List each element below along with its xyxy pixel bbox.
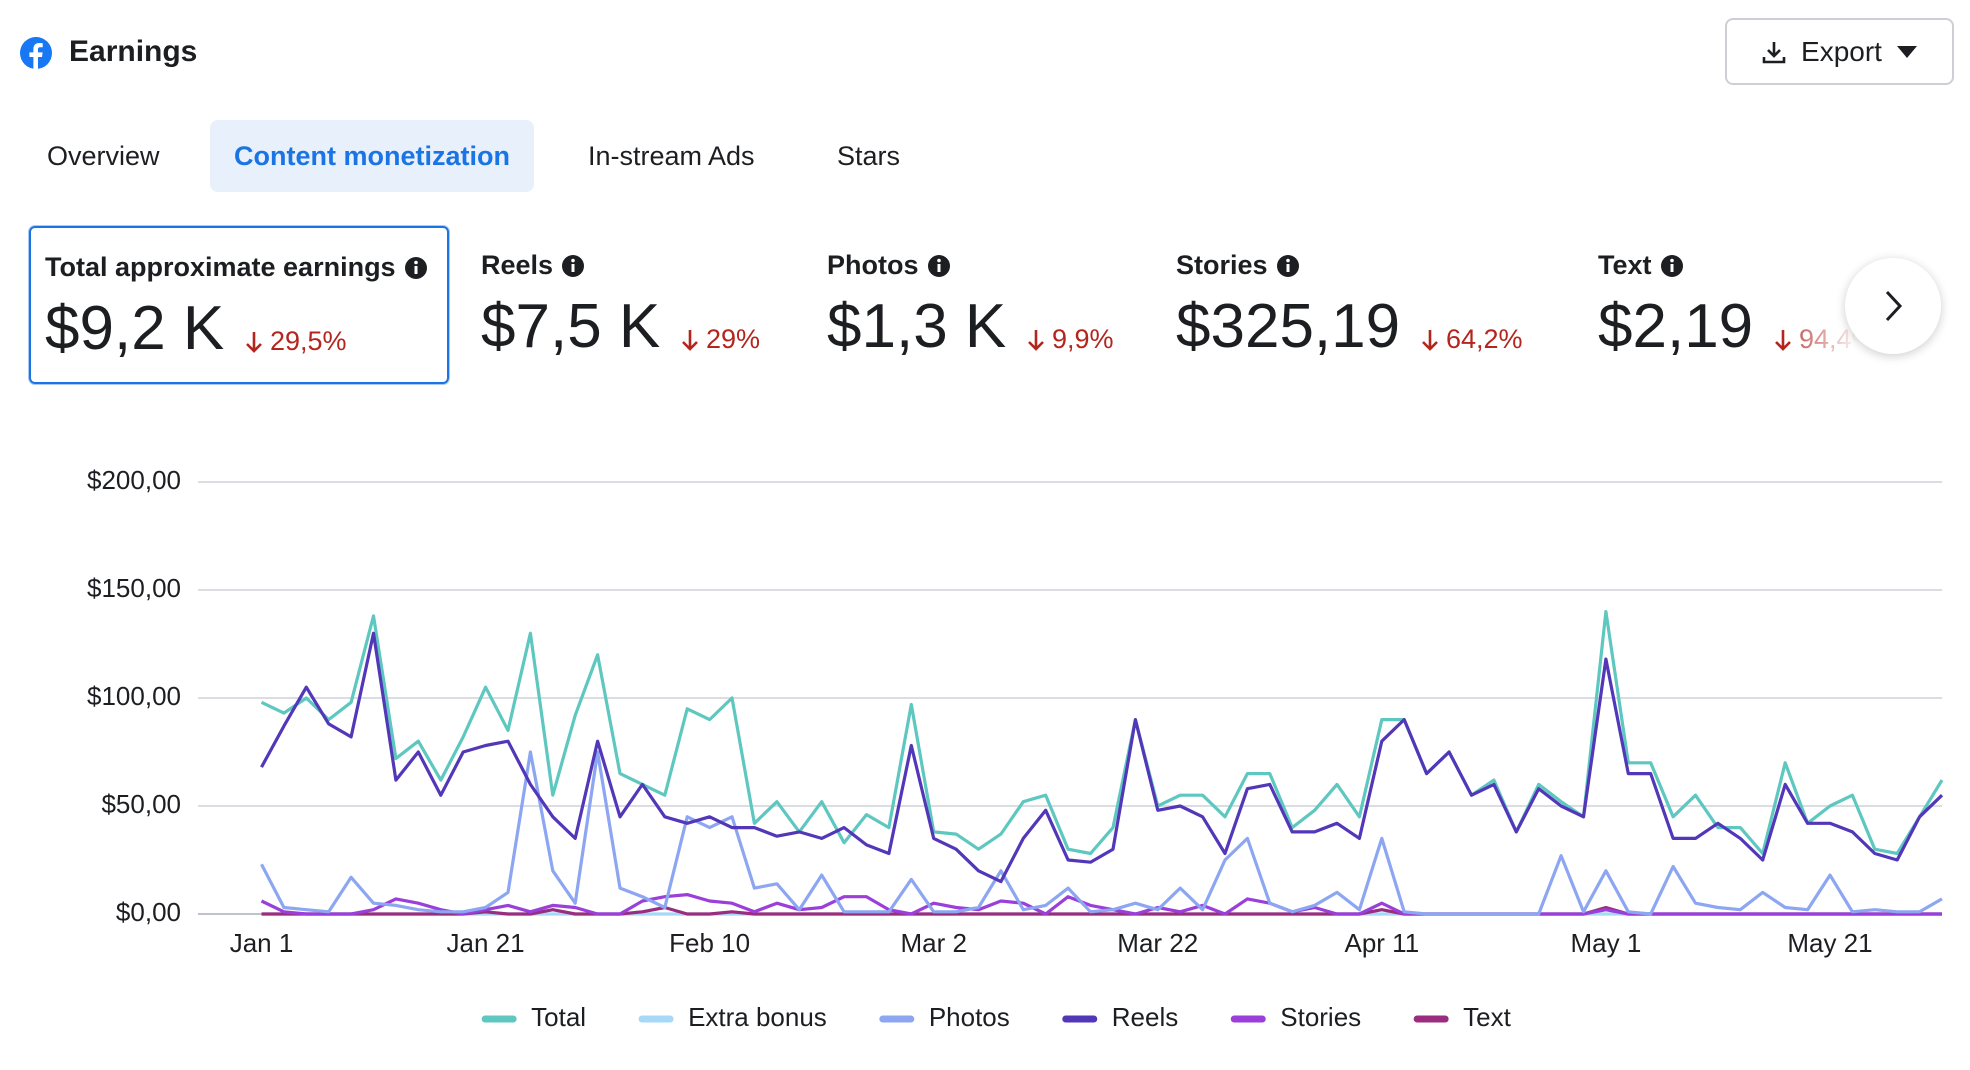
info-dot	[936, 258, 941, 262]
export-label: Export	[1801, 35, 1882, 67]
metric-title: Total approximate earnings	[45, 252, 428, 283]
tab[interactable]: In-stream Ads	[588, 141, 755, 171]
legend-label: Extra bonus	[688, 1002, 827, 1032]
metric-card: Stories $325,19 64,2%	[1176, 226, 1596, 384]
arrow-path	[682, 329, 698, 351]
info-dot	[1285, 258, 1290, 262]
y-tick-label: $200,00	[87, 465, 181, 495]
x-tick-label: May 1	[1570, 928, 1641, 958]
tab[interactable]: Stars	[837, 141, 901, 171]
down-arrow	[246, 331, 262, 353]
x-tick-label: Apr 11	[1344, 928, 1419, 958]
legend-label: Total	[531, 1002, 586, 1032]
y-tick-label: $0,00	[116, 897, 181, 927]
info-dot	[1669, 258, 1674, 262]
x-tick-label: Jan 1	[230, 928, 294, 958]
metric-title: Reels	[481, 250, 585, 281]
down-arrow	[1775, 329, 1791, 351]
arrow-path	[246, 331, 262, 353]
download-icon	[1762, 41, 1786, 63]
arrow-path	[1028, 329, 1044, 351]
arrow-path	[1422, 329, 1438, 351]
page-title: Earnings	[69, 35, 198, 68]
metric-card: Total approximate earnings $9,2 K 29,5%	[29, 226, 449, 384]
metric-title-text: Stories	[1176, 250, 1268, 280]
metric-change-text: 29,5%	[270, 326, 347, 356]
tab[interactable]: Overview	[47, 141, 160, 171]
legend: Total Extra bonus Photos Reels Stories Text	[481, 1002, 1512, 1032]
series-line	[260, 893, 1942, 916]
chevron-icon	[1885, 290, 1903, 322]
metric-value: $7,5 K	[481, 292, 661, 361]
metric-title-text: Total approximate earnings	[45, 252, 396, 282]
metric-title: Text	[1598, 250, 1684, 281]
info-bar	[1286, 263, 1290, 272]
metric-change-text: 9,9%	[1052, 324, 1114, 354]
metric-card: Photos $1,3 K 9,9%	[827, 226, 1247, 384]
down-arrow	[1422, 329, 1438, 351]
x-tick-label: May 21	[1787, 928, 1872, 958]
metric-change: 29,5%	[244, 326, 347, 357]
down-arrow	[682, 329, 698, 351]
metric-title: Photos	[827, 250, 951, 281]
metric-change-text: 64,2%	[1446, 324, 1523, 354]
x-tick-label: Mar 22	[1117, 928, 1198, 958]
info-bar	[937, 263, 940, 272]
legend-label: Photos	[929, 1002, 1010, 1032]
x-tick-label: Jan 21	[447, 928, 525, 958]
metric-value: $2,19	[1598, 292, 1754, 361]
info-icon	[1276, 254, 1299, 277]
next-button[interactable]	[1845, 258, 1941, 354]
info-icon	[927, 254, 950, 277]
down-arrow	[1028, 329, 1044, 351]
info-icon	[562, 254, 585, 277]
metric-title-text: Photos	[827, 250, 919, 280]
metric-change: 64,2%	[1420, 324, 1523, 355]
export-button[interactable]: Export	[1725, 18, 1954, 85]
info-icon	[404, 256, 427, 279]
info-icon	[1660, 254, 1683, 277]
tab-active[interactable]: Content monetization	[210, 120, 534, 192]
metric-title-text: Text	[1598, 250, 1652, 280]
chart: $0,00 $50,00 $100,00 $150,00 $200,00 Jan 1 Jan…	[87, 465, 1944, 1032]
x-tick-label: Mar 2	[900, 928, 966, 958]
metric-value: $325,19	[1176, 292, 1401, 361]
info-dot	[571, 258, 575, 262]
metric-change: 29%	[680, 324, 760, 355]
legend-label: Stories	[1280, 1002, 1361, 1032]
facebook-icon	[20, 37, 52, 69]
legend-label: Text	[1463, 1002, 1511, 1032]
y-tick-label: $50,00	[101, 789, 181, 819]
metric-change: 9,9%	[1026, 324, 1114, 355]
info-dot	[413, 260, 418, 264]
y-tick-label: $150,00	[87, 573, 181, 603]
metric-change-text: 29%	[706, 324, 761, 354]
metric-title-text: Reels	[481, 250, 554, 280]
series-line	[260, 631, 1944, 884]
series-line	[260, 750, 1943, 916]
legend-label: Reels	[1112, 1002, 1178, 1032]
metric-value: $9,2 K	[45, 294, 225, 363]
dropdown-icon	[1896, 45, 1917, 58]
x-tick-label: Feb 10	[669, 928, 750, 958]
metric-title: Stories	[1176, 250, 1300, 281]
y-tick-label: $100,00	[87, 681, 181, 711]
metric-value: $1,3 K	[827, 292, 1007, 361]
arrow-path	[1775, 329, 1791, 351]
info-bar	[571, 263, 575, 272]
info-bar	[1670, 263, 1674, 272]
info-bar	[414, 265, 418, 274]
metric-card: Reels $7,5 K 29%	[481, 226, 901, 384]
series-line	[260, 610, 1944, 856]
